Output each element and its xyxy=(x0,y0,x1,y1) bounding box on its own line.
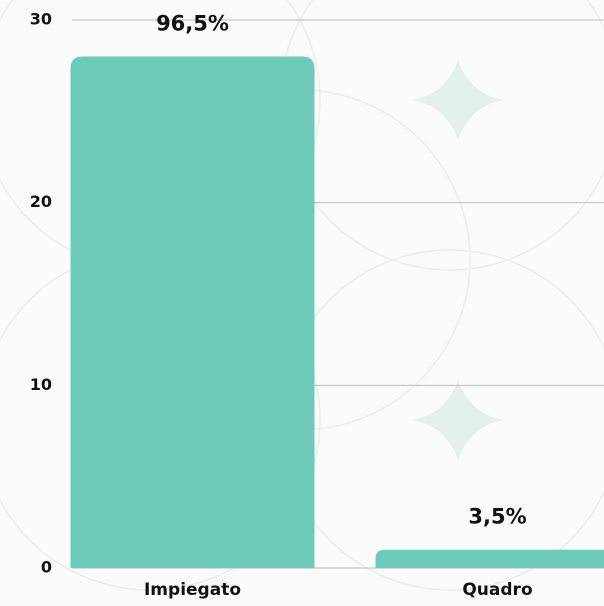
y-tick-label: 10 xyxy=(30,375,52,394)
bar xyxy=(70,56,315,569)
y-tick-label: 20 xyxy=(30,192,52,211)
x-tick-label: Quadro xyxy=(462,580,532,600)
y-tick-label: 30 xyxy=(30,10,52,29)
decor-star xyxy=(411,380,505,460)
decor-star xyxy=(411,60,505,140)
value-label: 3,5% xyxy=(468,505,526,529)
value-label: 96,5% xyxy=(156,12,229,36)
x-tick-label: Impiegato xyxy=(144,580,241,600)
bar xyxy=(375,549,604,568)
y-tick-label: 0 xyxy=(41,558,52,577)
